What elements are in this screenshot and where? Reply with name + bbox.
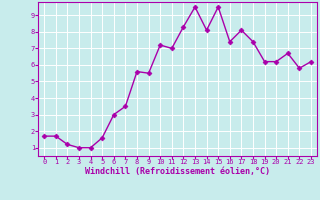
X-axis label: Windchill (Refroidissement éolien,°C): Windchill (Refroidissement éolien,°C) (85, 167, 270, 176)
